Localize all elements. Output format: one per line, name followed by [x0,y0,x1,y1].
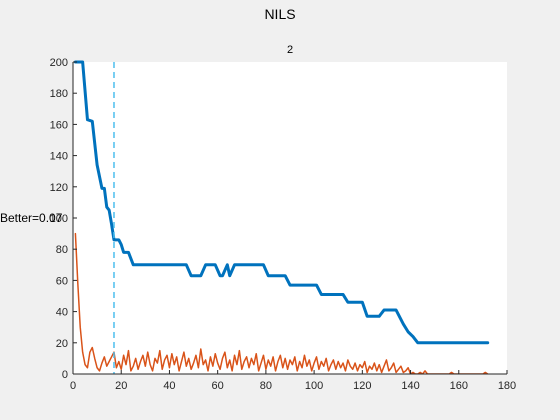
y-tick-label: 60 [56,275,68,287]
x-tick-label: 0 [70,380,76,392]
series-line-1 [73,60,490,345]
x-tick-label: 20 [115,380,127,392]
x-tick-label: 100 [305,380,323,392]
y-tick-label: 40 [56,307,68,319]
x-tick-label: 180 [498,380,516,392]
axes-title: 2 [286,44,294,56]
x-tick-label: 160 [450,380,468,392]
x-tick-label: 80 [260,380,272,392]
y-tick-label: 120 [50,182,68,194]
y-tick-label: 200 [50,57,68,69]
x-tick-label: 120 [353,380,371,392]
series-line-2 [74,232,489,374]
annotation-text: Better=0.07 [0,211,63,225]
x-tick-label: 60 [212,380,224,392]
y-tick-label: 0 [62,369,68,381]
x-tick-label: 140 [401,380,419,392]
y-tick-label: 80 [56,244,68,256]
y-tick-label: 140 [50,151,68,163]
y-tick-label: 100 [50,213,68,225]
y-tick-label: 180 [50,88,68,100]
figure-title: NILS [264,6,296,22]
x-tick-label: 40 [163,380,175,392]
y-tick-label: 160 [50,119,68,131]
plot-area [73,62,507,374]
y-tick-label: 20 [56,338,68,350]
